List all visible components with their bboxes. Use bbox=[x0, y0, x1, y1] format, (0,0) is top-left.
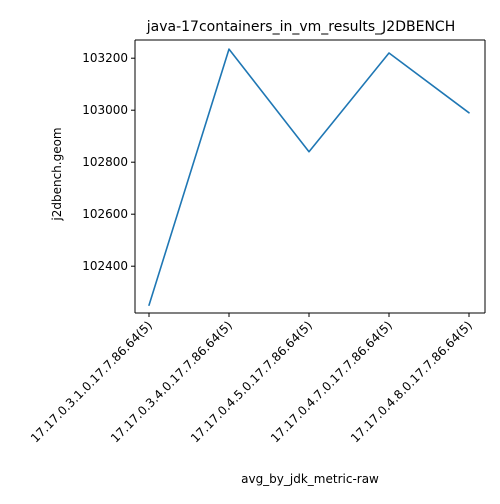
y-tick-label: 102800 bbox=[82, 155, 128, 169]
y-tick-label: 102600 bbox=[82, 207, 128, 221]
y-axis-label: j2dbench.geom bbox=[50, 127, 64, 221]
y-tick-label: 102400 bbox=[82, 259, 128, 273]
x-axis-ticks: 17.17.0.3.1.0.17.7.86.64(5)17.17.0.3.4.0… bbox=[28, 313, 475, 445]
y-axis-ticks: 102400 102600 102800 103000 103200 bbox=[82, 51, 135, 273]
x-axis-label: avg_by_jdk_metric-raw bbox=[241, 472, 379, 486]
series-line bbox=[148, 48, 470, 307]
chart-title: java-17containers_in_vm_results_J2DBENCH bbox=[146, 19, 455, 35]
plot-series bbox=[148, 48, 470, 307]
y-tick-label: 103000 bbox=[82, 103, 128, 117]
axes-frame bbox=[134, 39, 486, 314]
y-tick-label: 103200 bbox=[82, 51, 128, 65]
